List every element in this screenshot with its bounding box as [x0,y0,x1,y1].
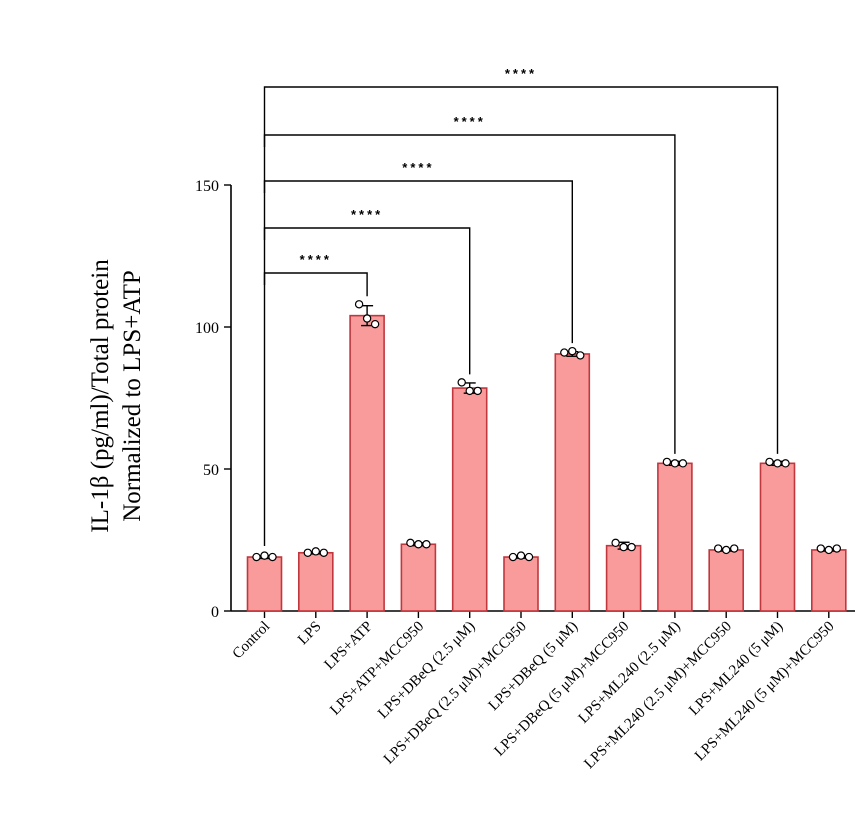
bars [246,300,847,612]
bar [400,543,437,612]
bar [605,544,642,612]
category-label: LPS+ML240 (5 μM) [686,619,786,719]
significance-label: **** [505,66,537,81]
significance-label: **** [454,114,486,129]
bar [810,549,847,612]
data-point [816,544,826,553]
data-point [414,540,423,549]
data-point [568,346,577,356]
category-label: LPS+ATP [321,619,375,673]
data-point [824,545,834,555]
category-label: LPS+ML240 (2.5 μM) [576,619,684,727]
significance-bracket [263,180,573,344]
data-point [303,548,312,557]
bar [554,353,591,612]
data-point [560,348,569,357]
data-point [832,544,842,553]
significance-bracket [263,227,471,375]
significance-label: **** [300,252,332,267]
axes: 0 50 100 150 [195,178,855,621]
data-point [268,552,277,562]
bar [349,314,385,612]
data-point [662,457,672,467]
category-label: LPS+DBeQ (5 μM) [486,619,581,714]
data-point [508,552,518,562]
data-point [670,459,680,468]
data-point [611,538,620,548]
significance-bracket [263,86,779,454]
data-point [457,378,466,387]
y-axis-label-line2: Normalized to LPS+ATP [119,270,146,522]
data-point [406,538,415,548]
significance-label: **** [402,160,434,175]
category-label: Control [230,619,274,663]
data-point [354,300,364,309]
data-point [576,351,585,360]
data-point [524,552,534,562]
data-point [678,459,688,468]
y-axis-label: IL-1β (pg/ml)/Total protein Normalized t… [87,259,146,533]
data-point [730,544,739,553]
category-label: LPS+ATP+MCC950 [327,619,427,719]
significance-bracket [263,134,676,454]
category-label: LPS+DBeQ (2.5 μM) [375,619,478,722]
data-point [781,459,790,468]
bar [503,556,539,612]
data-point [370,319,380,329]
bar [708,549,745,612]
data-point [362,314,372,323]
data-point [422,540,431,549]
data-point [311,547,320,556]
data-point [260,551,269,560]
category-labels: Control LPSLPS+ATPLPS+ATP+MCC950LPS+DBeQ … [230,619,838,773]
y-tick-label: 150 [195,178,219,195]
significance-label: **** [351,207,383,222]
data-point [465,386,474,396]
data-point [722,545,731,555]
y-tick-label: 100 [195,320,219,337]
significance-brackets: **** **** **** **** **** [263,66,779,546]
bar [759,462,796,612]
data-point [252,552,261,562]
y-tick-label: 0 [211,604,219,621]
data-point [773,459,782,468]
data-point [714,544,723,553]
category-label: LPS [295,619,325,649]
bar [657,462,693,612]
y-axis-label-line1: IL-1β (pg/ml)/Total protein [87,259,114,533]
y-tick-label: 50 [203,462,219,479]
data-point [473,386,482,396]
bar [451,387,488,612]
data-point [319,548,328,557]
data-point [516,551,526,560]
data-point [619,542,628,552]
data-point [765,457,774,467]
bar [246,556,283,612]
data-point [627,542,636,552]
bar [297,551,334,612]
significance-bracket [263,272,368,546]
